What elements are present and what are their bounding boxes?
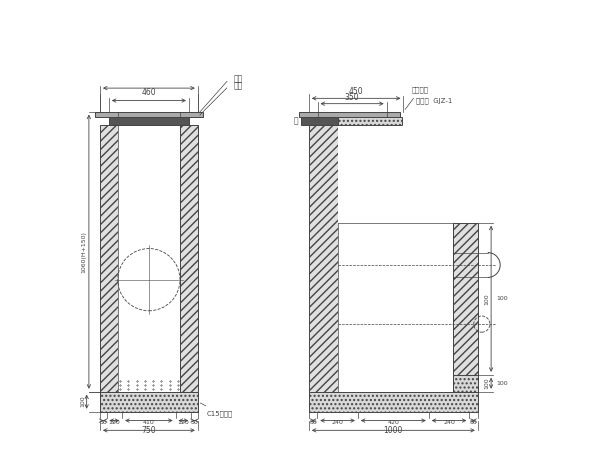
Bar xyxy=(338,223,454,392)
Text: 240: 240 xyxy=(332,420,344,425)
Text: 100: 100 xyxy=(484,293,489,305)
Text: 460: 460 xyxy=(142,88,156,97)
Text: 50: 50 xyxy=(470,420,478,425)
Bar xyxy=(109,117,189,125)
Text: 750: 750 xyxy=(142,426,156,435)
Bar xyxy=(100,392,198,412)
Text: 450: 450 xyxy=(349,87,364,96)
Bar xyxy=(301,117,338,125)
Text: 水样图  GJZ-1: 水样图 GJZ-1 xyxy=(416,98,452,104)
Text: 1060(H+150): 1060(H+150) xyxy=(82,231,86,273)
Text: 120: 120 xyxy=(178,420,190,425)
Text: 井子: 井子 xyxy=(233,81,242,90)
Bar xyxy=(100,125,118,392)
Text: 50: 50 xyxy=(191,420,199,425)
Text: 1000: 1000 xyxy=(383,426,403,435)
Bar xyxy=(338,117,402,125)
Text: 100: 100 xyxy=(484,378,489,389)
Bar xyxy=(180,125,198,392)
Text: 盖子: 盖子 xyxy=(233,75,242,84)
Text: 100: 100 xyxy=(496,296,508,302)
Text: 120: 120 xyxy=(109,420,120,425)
Bar xyxy=(299,112,400,117)
Bar xyxy=(454,375,478,392)
Text: 420: 420 xyxy=(388,420,399,425)
Text: 240: 240 xyxy=(443,420,455,425)
Text: 100: 100 xyxy=(496,381,508,386)
Text: 100: 100 xyxy=(80,396,85,408)
Bar xyxy=(118,125,180,392)
Text: 50: 50 xyxy=(100,420,107,425)
Text: C15混凝土: C15混凝土 xyxy=(200,403,233,417)
Text: 410: 410 xyxy=(143,420,155,425)
Text: 350: 350 xyxy=(345,93,359,102)
Text: 钉头赤老: 钉头赤老 xyxy=(405,87,428,109)
Bar xyxy=(338,125,454,223)
Bar xyxy=(309,125,338,392)
Text: 50: 50 xyxy=(309,420,317,425)
Bar xyxy=(454,223,478,392)
Bar xyxy=(309,392,478,412)
Text: 槽: 槽 xyxy=(293,117,298,126)
Bar xyxy=(95,112,203,117)
